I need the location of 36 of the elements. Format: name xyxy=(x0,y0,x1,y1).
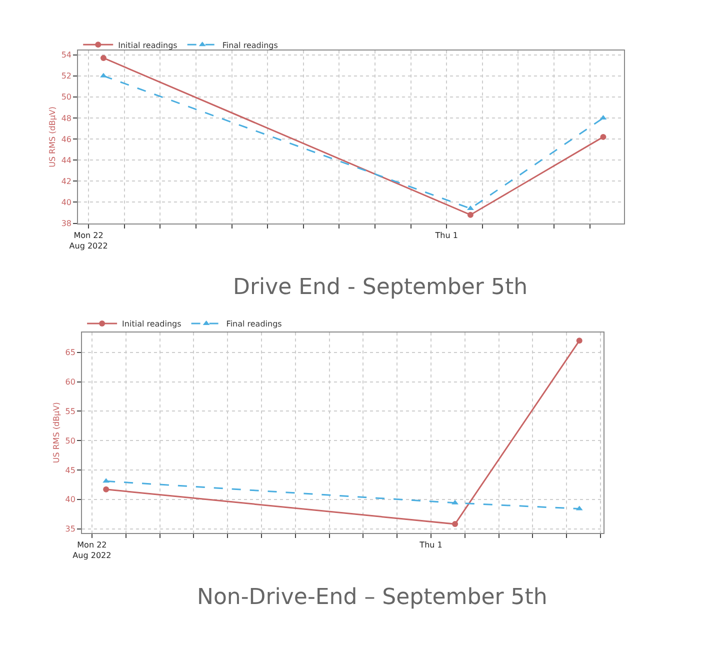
point xyxy=(100,72,107,78)
y-tick-label: 55 xyxy=(65,406,76,416)
y-tick-label: 46 xyxy=(61,134,72,144)
point xyxy=(103,486,110,492)
y-tick-label: 40 xyxy=(61,198,72,208)
y-axis-title: US RMS (dBµV) xyxy=(52,402,61,464)
y-tick-label: 50 xyxy=(65,436,76,446)
point xyxy=(452,521,458,528)
y-tick-label: 52 xyxy=(61,72,72,81)
legend-label: Final readings xyxy=(226,320,282,329)
text: Drive End - September 5th xyxy=(233,275,528,300)
legend-label: Initial readings xyxy=(118,40,178,50)
x-tick-label: Mon 22 Aug 2022 xyxy=(72,540,112,560)
point xyxy=(600,134,606,140)
y-tick-label: 40 xyxy=(65,495,76,504)
point xyxy=(467,212,474,218)
x-tick-label: Mon 22 Aug 2022 xyxy=(69,230,108,250)
point xyxy=(100,54,106,61)
y-tick-label: 45 xyxy=(65,466,76,475)
x-tick-label: Thu 1 xyxy=(434,230,458,240)
x-tick-label: Thu 1 xyxy=(418,540,442,550)
point xyxy=(452,500,458,504)
y-tick-label: 60 xyxy=(65,378,76,387)
y-tick-label: 35 xyxy=(65,524,76,534)
point xyxy=(576,338,582,344)
y-tick-label: 48 xyxy=(61,114,72,123)
y-tick-label: 42 xyxy=(61,176,72,186)
text: Non-Drive-End – September 5th xyxy=(197,585,548,610)
y-tick-label: 54 xyxy=(61,50,72,60)
y-tick-label: 50 xyxy=(61,92,72,102)
y-tick-label: 38 xyxy=(61,219,72,228)
legend-label: Final readings xyxy=(222,40,278,50)
y-tick-label: 65 xyxy=(65,348,76,358)
y-axis-title: US RMS (dBµV) xyxy=(48,106,58,168)
legend-label: Initial readings xyxy=(122,320,182,329)
y-tick-label: 44 xyxy=(61,156,72,165)
